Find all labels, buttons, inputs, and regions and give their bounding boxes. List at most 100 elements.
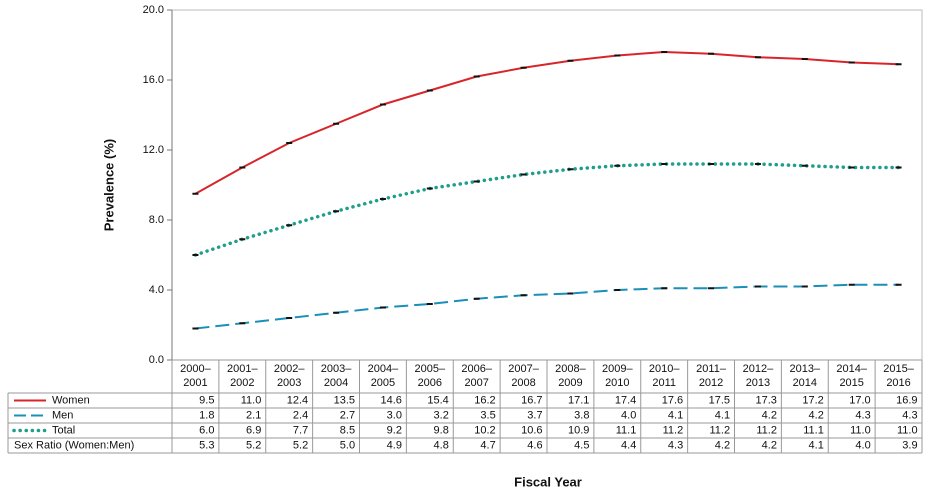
x-tick-label: 2003– [321,363,352,375]
point-marker [848,166,855,169]
y-tick-label: 0.0 [149,354,164,366]
plot-frame [171,9,923,361]
point-marker [286,317,293,319]
table-value: 11.0 [850,424,871,436]
table-value: 16.2 [474,394,495,406]
point-marker [379,198,386,200]
x-tick-label: 2002– [274,363,305,375]
table-value: 4.0 [855,439,870,451]
table-value: 2.4 [293,409,308,421]
table-value: 15.4 [427,394,448,406]
point-marker [661,51,668,53]
x-tick-label: 2009– [602,363,633,375]
x-tick-label: 2009 [558,377,582,389]
point-marker [520,294,527,297]
table-value: 14.6 [381,394,402,406]
table-value: 16.7 [521,394,542,406]
x-tick-label: 2000– [180,363,211,375]
x-axis-label: Fiscal Year [514,474,582,489]
series-line [195,283,899,330]
table-value: 4.2 [762,409,777,421]
table-value: 3.7 [527,409,542,421]
table-value: 5.0 [340,439,355,451]
table-value: 4.2 [762,439,777,451]
table-value: 17.5 [709,394,730,406]
point-marker [848,61,855,64]
point-marker [708,52,715,55]
table-value: 5.2 [246,439,261,451]
table-value: 9.5 [199,394,214,406]
table-value: 7.7 [293,424,308,436]
x-tick-label: 2004– [368,363,399,375]
x-tick-label: 2011 [652,377,676,389]
point-marker [754,56,761,59]
table-value: 3.0 [387,409,402,421]
x-tick-label: 2010– [649,363,680,375]
point-marker [239,322,246,325]
point-marker [286,224,293,227]
table-value: 11.2 [663,424,684,436]
table-value: 4.8 [434,439,449,451]
series-line [194,50,899,195]
table-value: 10.9 [568,424,589,436]
table-value: 17.6 [662,394,683,406]
x-tick-label: 2008– [555,363,586,375]
point-marker [801,164,808,167]
table-value: 10.2 [474,424,495,436]
table-value: 11.2 [756,424,777,436]
point-marker [473,75,480,78]
table-value: 2.1 [246,409,261,421]
y-tick-label: 12.0 [143,144,164,156]
table-value: 4.6 [527,439,542,451]
legend-label: Total [52,424,75,436]
point-marker [426,303,433,305]
point-marker [426,89,433,92]
table-value: 11.2 [709,424,730,436]
point-marker [333,122,340,125]
x-tick-label: 2005– [415,363,446,375]
table-value: 4.5 [574,439,589,451]
point-marker [801,58,808,60]
table-value: 4.1 [668,409,683,421]
table-value: 4.2 [809,409,824,421]
point-marker [801,285,808,288]
table-value: 4.3 [668,439,683,451]
x-tick-label: 2007– [508,363,539,375]
table-value: 9.2 [387,424,402,436]
x-tick-label: 2002 [230,377,254,389]
x-tick-label: 2001 [183,377,207,389]
x-tick-label: 2001– [227,363,258,375]
table-value: 4.1 [715,409,730,421]
table-value: 10.6 [521,424,542,436]
table-value: 2.7 [340,409,355,421]
point-marker [520,66,527,69]
table-value: 4.7 [480,439,495,451]
table-value: 3.9 [902,439,917,451]
table-value: 4.4 [621,439,636,451]
table-value: 1.8 [199,409,214,421]
point-marker [473,297,480,300]
table-value: 8.5 [340,424,355,436]
point-marker [895,166,902,169]
point-marker [379,103,386,106]
x-tick-label: 2016 [886,377,910,389]
point-marker [661,287,668,290]
table-value: 4.9 [387,439,402,451]
x-tick-label: 2012 [699,377,723,389]
table-value: 11.0 [241,394,262,406]
point-marker [379,306,386,309]
table-value: 3.2 [434,409,449,421]
point-marker [333,210,340,213]
x-tick-label: 2007 [464,377,488,389]
x-tick-label: 2014– [836,363,867,375]
x-tick-label: 2013 [746,377,770,389]
y-tick-label: 4.0 [149,284,164,296]
table-value: 4.3 [902,409,917,421]
table-row-label: Sex Ratio (Women:Men) [14,439,134,451]
y-tick-label: 20.0 [143,4,164,16]
table-value: 9.8 [434,424,449,436]
x-tick-label: 2003 [277,377,301,389]
table-value: 11.0 [897,424,918,436]
x-tick-label: 2006 [418,377,442,389]
table-value: 11.1 [803,424,824,436]
